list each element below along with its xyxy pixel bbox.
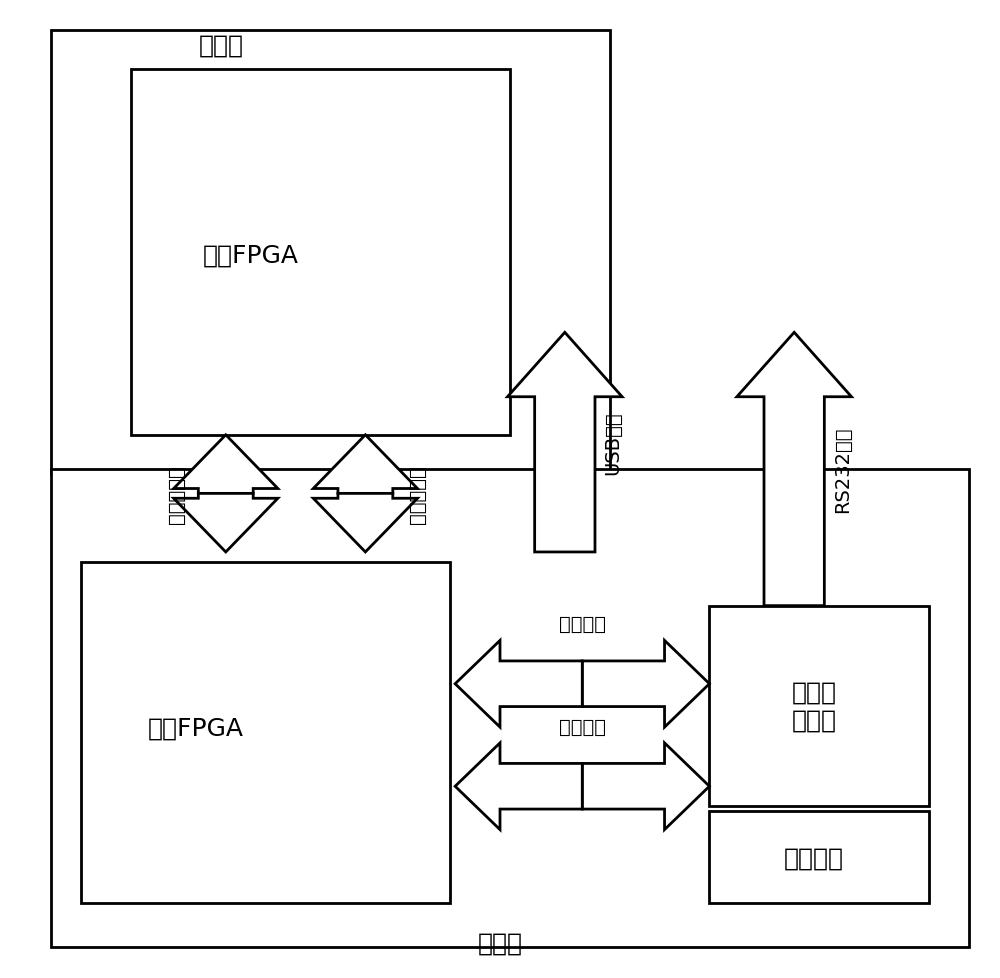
Bar: [51, 469, 969, 948]
Polygon shape: [174, 494, 278, 553]
Polygon shape: [174, 435, 278, 494]
Text: 存储单元: 存储单元: [784, 846, 844, 869]
Text: 支持板: 支持板: [198, 33, 243, 58]
Text: 串行配置口: 串行配置口: [408, 465, 427, 523]
Polygon shape: [313, 435, 417, 494]
Text: 数据总线: 数据总线: [559, 717, 606, 736]
Text: 单片机
处理器: 单片机 处理器: [792, 680, 837, 732]
Polygon shape: [508, 333, 622, 553]
Text: RS232接口: RS232接口: [833, 426, 852, 512]
Text: 通讯链路: 通讯链路: [559, 614, 606, 634]
Polygon shape: [582, 743, 709, 829]
Text: 并行配置口: 并行配置口: [167, 465, 186, 523]
Bar: [81, 562, 450, 904]
Text: 测试FPGA: 测试FPGA: [148, 716, 244, 740]
Bar: [709, 606, 929, 806]
Polygon shape: [737, 333, 851, 606]
Polygon shape: [582, 641, 709, 728]
Polygon shape: [455, 743, 582, 829]
Bar: [709, 811, 929, 904]
Bar: [131, 69, 510, 435]
Polygon shape: [313, 494, 417, 553]
Bar: [51, 30, 610, 474]
Text: 测试板: 测试板: [478, 930, 522, 955]
Polygon shape: [455, 641, 582, 728]
Text: USB接口: USB接口: [603, 411, 622, 474]
Text: 被测FPGA: 被测FPGA: [203, 243, 299, 267]
